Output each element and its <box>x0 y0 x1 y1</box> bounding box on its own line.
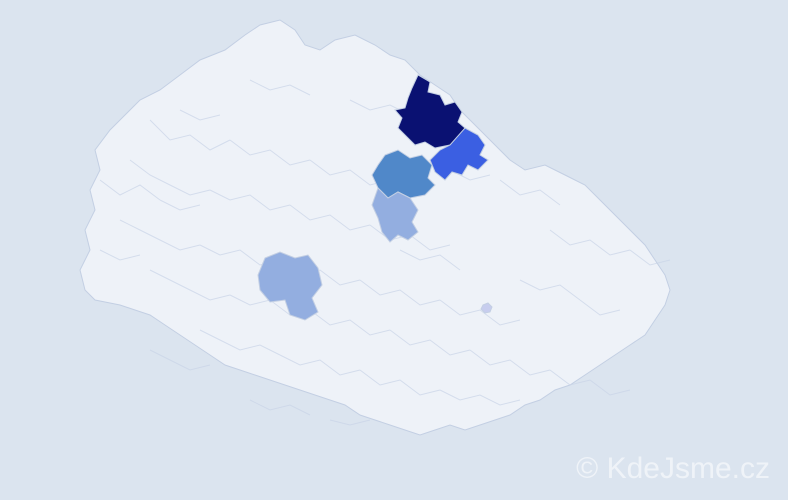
map-container: © KdeJsme.cz <box>0 0 788 500</box>
czech-republic-map <box>0 0 788 500</box>
